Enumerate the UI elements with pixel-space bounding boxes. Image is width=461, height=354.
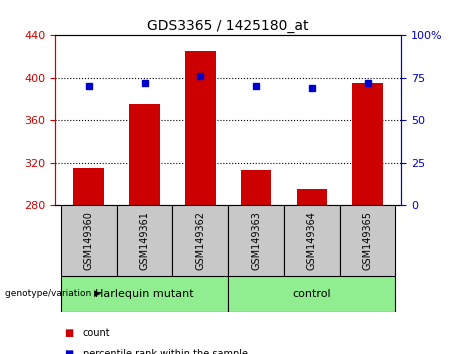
Bar: [129, 104, 160, 205]
Text: GSM149361: GSM149361: [140, 211, 149, 270]
Bar: [172, 205, 228, 276]
Text: control: control: [293, 289, 331, 299]
Text: genotype/variation ▶: genotype/variation ▶: [5, 289, 100, 298]
Bar: [61, 276, 228, 312]
Bar: [340, 205, 396, 276]
Text: GSM149364: GSM149364: [307, 211, 317, 270]
Bar: [284, 205, 340, 276]
Text: percentile rank within the sample: percentile rank within the sample: [83, 349, 248, 354]
Bar: [117, 205, 172, 276]
Bar: [185, 51, 216, 205]
Text: Harlequin mutant: Harlequin mutant: [95, 289, 194, 299]
Text: ■: ■: [65, 349, 74, 354]
Bar: [296, 189, 327, 205]
Bar: [352, 83, 383, 205]
Text: GSM149362: GSM149362: [195, 211, 205, 270]
Bar: [228, 276, 396, 312]
Bar: [73, 168, 104, 205]
Text: count: count: [83, 328, 111, 338]
Bar: [241, 170, 272, 205]
Bar: [61, 205, 117, 276]
Title: GDS3365 / 1425180_at: GDS3365 / 1425180_at: [148, 19, 309, 33]
Text: GSM149365: GSM149365: [363, 211, 372, 270]
Text: GSM149360: GSM149360: [84, 211, 94, 270]
Bar: [228, 205, 284, 276]
Text: GSM149363: GSM149363: [251, 211, 261, 270]
Text: ■: ■: [65, 328, 74, 338]
